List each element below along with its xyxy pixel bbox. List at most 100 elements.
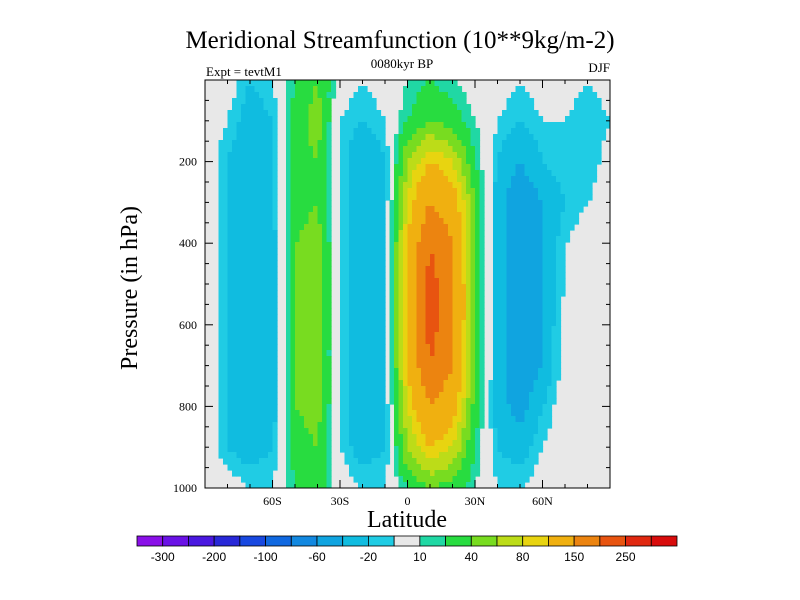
contour-cell [448,338,454,345]
contour-cell [218,278,224,285]
contour-cell [353,380,359,387]
contour-cell [358,212,364,219]
contour-cell [290,350,296,357]
contour-cell [362,476,368,483]
contour-cell [232,128,238,135]
contour-cell [254,326,260,333]
contour-cell [223,434,229,441]
contour-cell [362,326,368,333]
contour-cell [317,110,323,117]
contour-cell [250,398,256,405]
contour-cell [290,410,296,417]
contour-cell [268,128,274,135]
contour-cell [502,194,508,201]
contour-cell [407,272,413,279]
contour-cell [439,242,445,249]
contour-cell [511,386,517,393]
contour-cell [398,470,404,477]
contour-cell [254,242,260,249]
contour-cell [286,482,292,488]
contour-cell [569,128,575,135]
contour-cell [326,176,332,183]
contour-cell [457,134,463,141]
contour-cell [254,224,260,231]
contour-cell [304,116,310,123]
contour-cell [425,452,431,459]
contour-cell [376,464,382,471]
contour-cell [290,134,296,141]
contour-cell [308,422,314,429]
contour-cell [443,290,449,297]
contour-cell [515,128,521,135]
contour-cell [272,410,278,417]
contour-cell [443,470,449,477]
contour-cell [506,254,512,261]
contour-cell [497,122,503,129]
contour-cell [299,380,305,387]
contour-cell [520,236,526,243]
contour-cell [236,344,242,351]
contour-cell [407,404,413,411]
contour-cell [538,134,544,141]
contour-cell [425,290,431,297]
contour-cell [236,446,242,453]
contour-cell [565,188,571,195]
contour-cell [353,356,359,363]
contour-cell [263,362,269,369]
contour-cell [241,80,247,87]
contour-cell [317,230,323,237]
contour-cell [371,428,377,435]
contour-cell [574,194,580,201]
contour-cell [358,224,364,231]
contour-cell [547,218,553,225]
contour-cell [421,296,427,303]
contour-cell [340,206,346,213]
contour-cell [304,302,310,309]
contour-cell [304,92,310,99]
contour-cell [466,110,472,117]
contour-cell [268,392,274,399]
contour-cell [448,368,454,375]
contour-cell [380,116,386,123]
contour-cell [389,326,395,333]
contour-cell [218,392,224,399]
contour-cell [448,308,454,315]
contour-cell [470,152,476,159]
contour-cell [236,164,242,171]
contour-cell [542,230,548,237]
contour-cell [326,266,332,273]
contour-cell [236,338,242,345]
contour-cell [502,176,508,183]
contour-cell [371,380,377,387]
contour-cell [529,254,535,261]
contour-cell [452,98,458,105]
contour-cell [340,320,346,327]
contour-cell [479,260,485,267]
contour-cell [259,242,265,249]
contour-cell [218,266,224,273]
contour-cell [295,380,301,387]
contour-cell [520,164,526,171]
contour-cell [448,170,454,177]
contour-cell [286,296,292,303]
contour-cell [254,98,260,105]
contour-cell [322,122,328,129]
contour-cell [340,356,346,363]
contour-cell [304,416,310,423]
contour-cell [286,350,292,357]
contour-cell [371,164,377,171]
contour-cell [236,242,242,249]
contour-cell [250,440,256,447]
contour-cell [272,260,278,267]
contour-cell [403,284,409,291]
contour-cell [263,368,269,375]
contour-cell [214,176,220,183]
contour-cell [556,326,562,333]
contour-cell [398,440,404,447]
contour-cell [466,254,472,261]
contour-cell [416,182,422,189]
contour-cell [295,320,301,327]
contour-cell [556,158,562,165]
contour-cell [367,134,373,141]
contour-cell [416,146,422,153]
